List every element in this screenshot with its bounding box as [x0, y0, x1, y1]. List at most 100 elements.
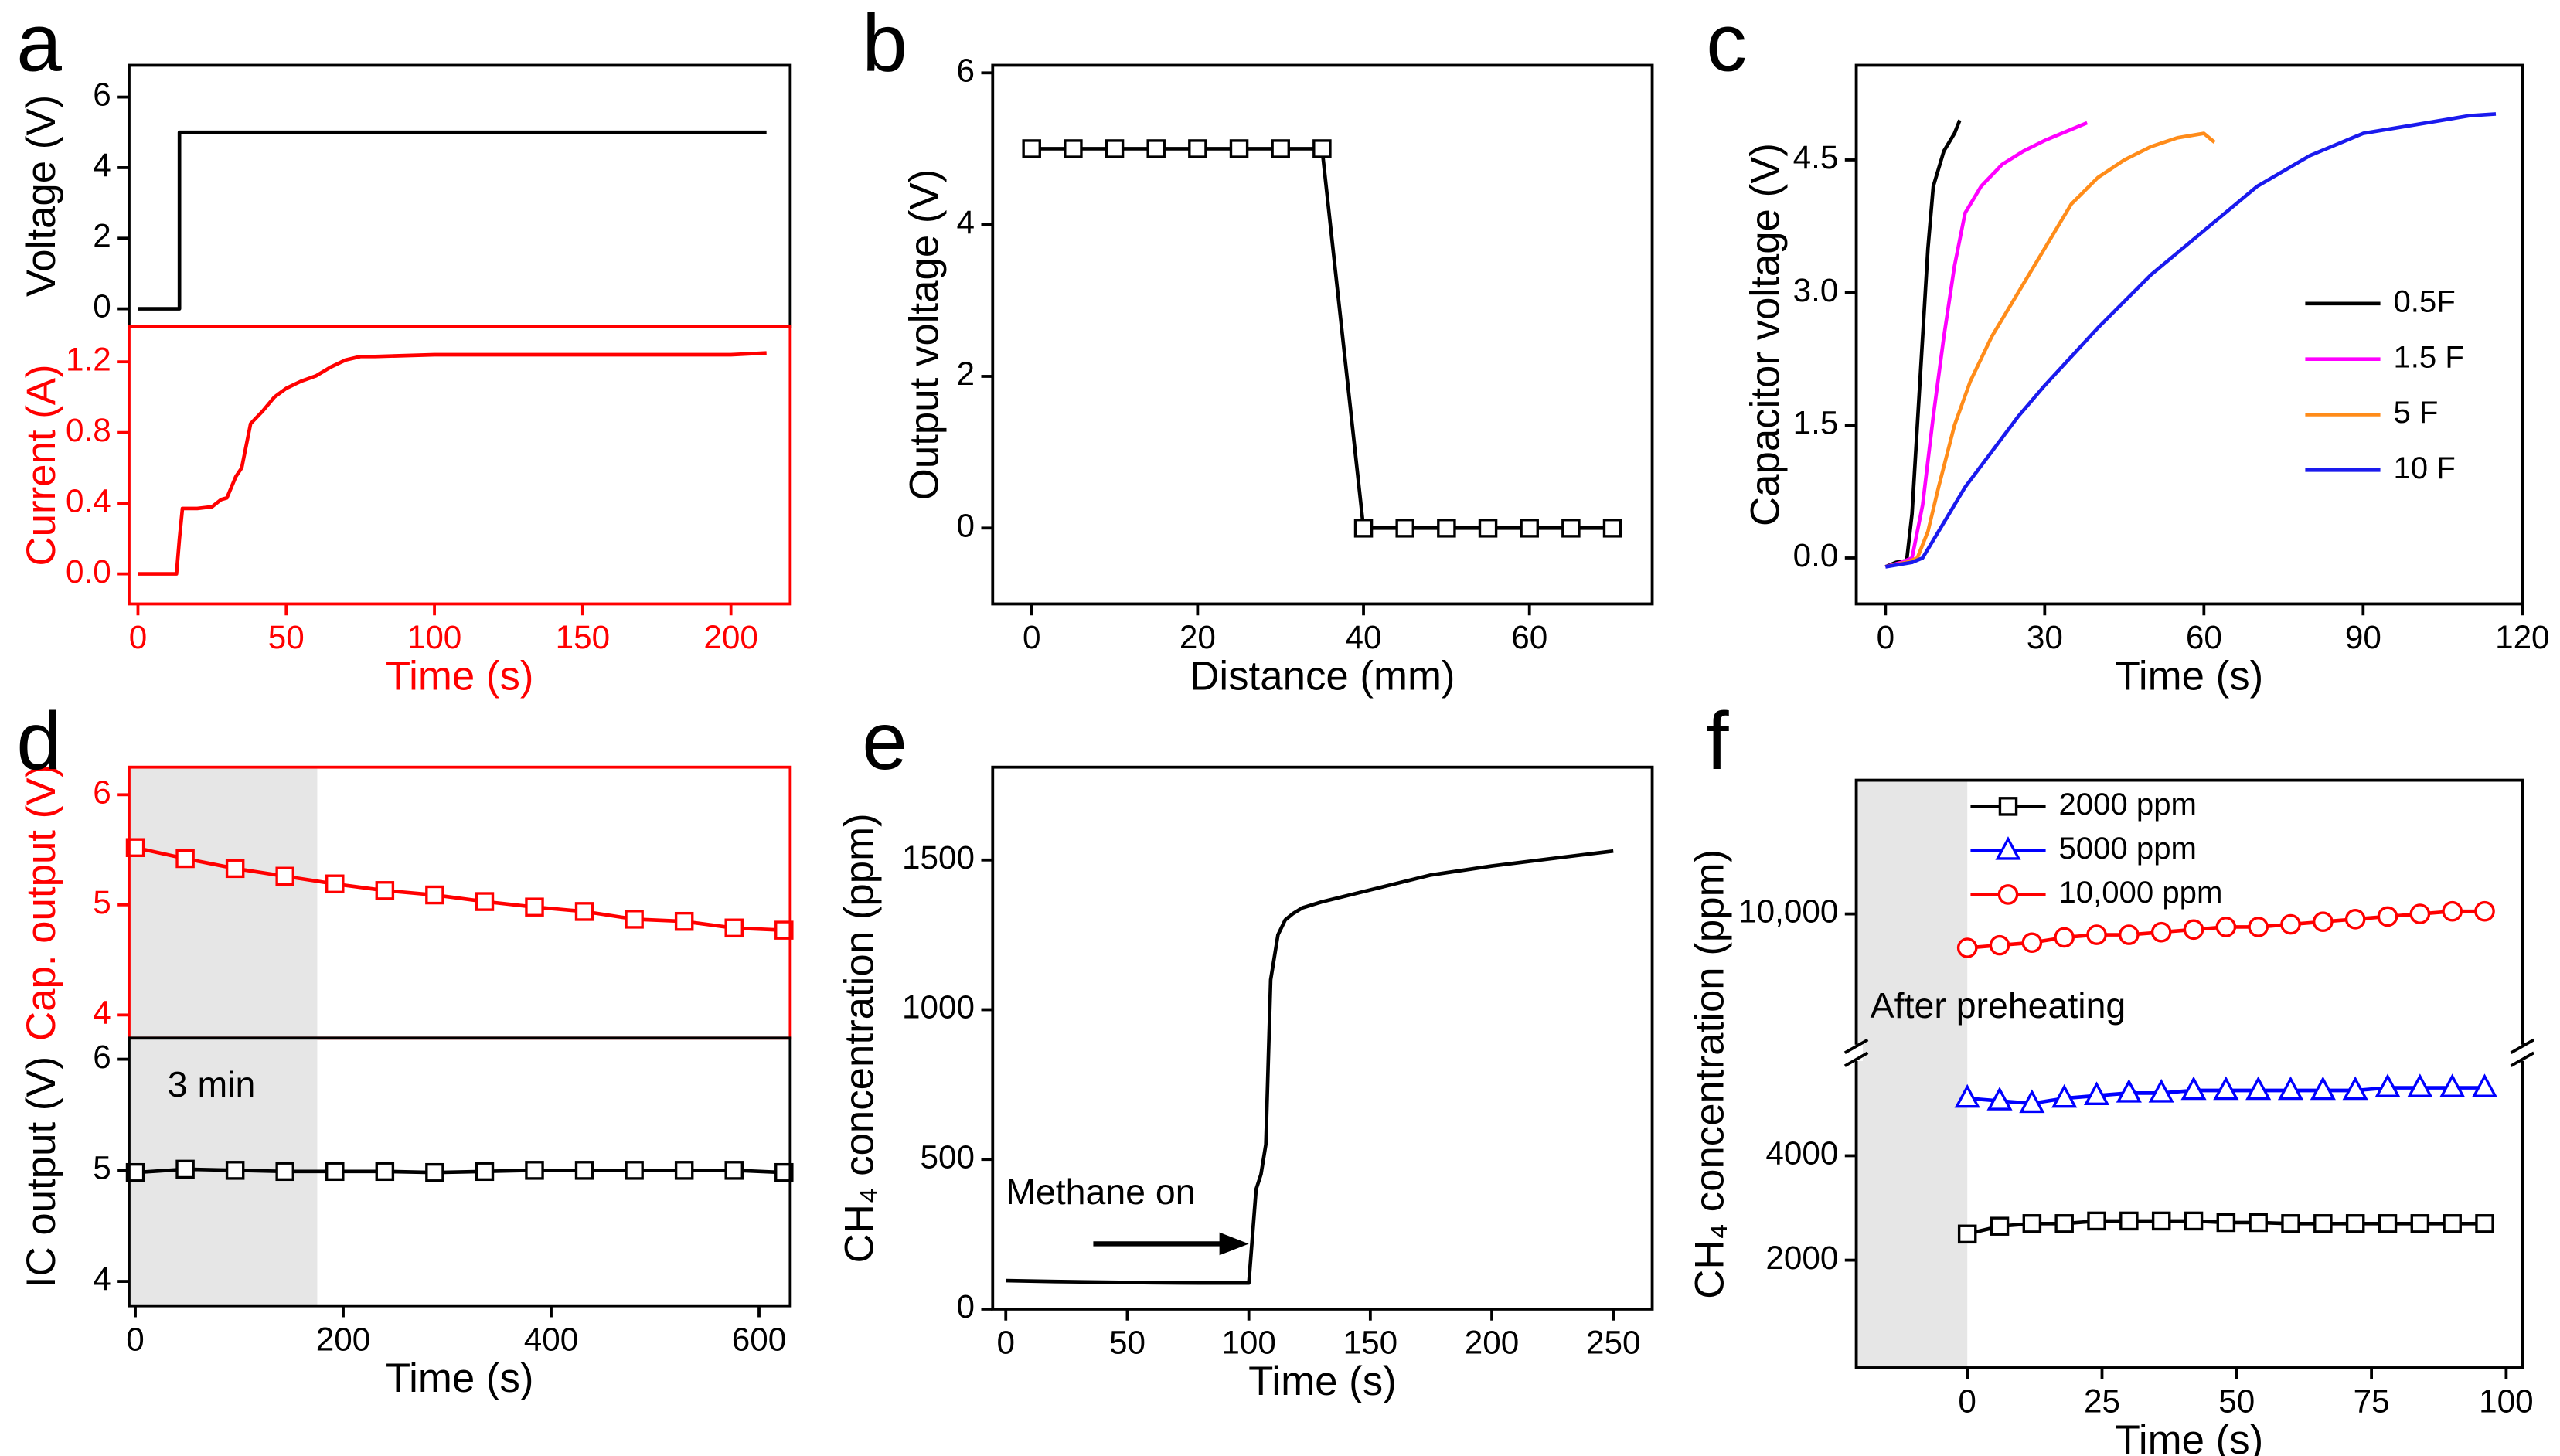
data-point [2151, 1211, 2171, 1231]
x-tick-label: 100 [2479, 1383, 2533, 1420]
series-line [138, 351, 767, 576]
data-point [2377, 906, 2398, 927]
x-tick-label: 0 [996, 1325, 1015, 1361]
data-point [2119, 1211, 2139, 1231]
data-point [125, 838, 145, 857]
data-point [175, 849, 195, 869]
y-tick-label: 4.5 [1793, 139, 1839, 175]
x-axis-label: Time (s) [2116, 1417, 2264, 1456]
data-point [275, 1162, 294, 1182]
annotation: 3 min [168, 1064, 256, 1104]
y-axis-label: IC output (V) [19, 1056, 64, 1288]
x-tick-label: 30 [2027, 619, 2063, 655]
x-tick-label: 600 [732, 1321, 786, 1357]
panel-label: f [1706, 696, 1729, 787]
data-point [774, 920, 794, 940]
y-tick-label: 5 [93, 1149, 111, 1186]
x-tick-label: 250 [1586, 1325, 1640, 1361]
y-tick-label: 0 [93, 288, 111, 325]
data-point [674, 1161, 694, 1180]
y-tick-label: 0 [957, 507, 975, 543]
x-tick-label: 0 [1958, 1383, 1976, 1420]
y-tick-label: 500 [921, 1138, 975, 1175]
data-point [2213, 1076, 2239, 1101]
x-tick-label: 200 [1465, 1325, 1519, 1361]
data-point [2248, 917, 2269, 937]
axis-break-mark [2510, 1038, 2535, 1054]
panel-label: c [1706, 0, 1747, 88]
data-point [2022, 1214, 2042, 1233]
data-point [2313, 911, 2334, 933]
y-axis-label: Current (A) [19, 364, 64, 566]
data-point [1064, 139, 1083, 158]
x-tick-label: 50 [1109, 1325, 1146, 1361]
data-point [1353, 519, 1374, 538]
data-point [2119, 924, 2140, 945]
data-point [2439, 1073, 2466, 1097]
y-axis-label: Output voltage (V) [902, 169, 948, 500]
data-point [2277, 1076, 2304, 1101]
x-tick-label: 40 [1346, 619, 1382, 655]
data-point [1437, 519, 1456, 538]
data-point [774, 1162, 794, 1182]
x-tick-label: 60 [2186, 619, 2222, 655]
shaded-region [128, 767, 318, 1039]
data-point [1395, 519, 1414, 538]
y-tick-label: 2 [957, 355, 975, 392]
axis-break-mark [1843, 1051, 1869, 1067]
panel-label: e [862, 696, 907, 787]
legend-label: 2000 ppm [2058, 787, 2196, 822]
data-point [1146, 139, 1166, 158]
panel-label: a [16, 0, 62, 88]
x-tick-label: 150 [556, 619, 610, 655]
x-tick-label: 25 [2084, 1383, 2120, 1420]
data-point [1520, 519, 1539, 538]
x-tick-label: 100 [407, 619, 461, 655]
data-point [1561, 519, 1581, 538]
y-tick-label: 1.2 [66, 341, 111, 377]
y-tick-label: 2000 [1765, 1240, 1838, 1276]
data-point [574, 1161, 594, 1180]
data-point [2216, 1213, 2236, 1233]
data-point [2021, 932, 2043, 954]
legend-label: 1.5 F [2393, 339, 2463, 374]
x-axis-label: Time (s) [386, 654, 534, 699]
data-point [1956, 937, 1978, 958]
data-point [2281, 1214, 2300, 1233]
x-tick-label: 400 [524, 1321, 578, 1357]
data-point [125, 1162, 145, 1182]
data-point [1105, 139, 1125, 158]
series-line [1884, 131, 2216, 569]
plot-frame [1854, 778, 2524, 1369]
data-point [2475, 1214, 2494, 1233]
legend-label: 10,000 ppm [2058, 875, 2222, 910]
panel-label: b [862, 0, 907, 88]
x-tick-label: 0 [1023, 619, 1041, 655]
data-point [2410, 1214, 2430, 1233]
x-tick-label: 50 [268, 619, 305, 655]
data-point [2180, 1076, 2207, 1101]
data-point [2280, 913, 2301, 935]
data-point [1602, 519, 1622, 538]
data-point [2245, 1076, 2272, 1101]
y-axis-label: CH₄ concentration (ppm) [836, 813, 882, 1263]
y-tick-label: 4 [93, 147, 111, 183]
data-point [2184, 1211, 2204, 1231]
data-point [2116, 1079, 2142, 1103]
plot-frame [128, 325, 792, 606]
data-point [225, 859, 245, 879]
shaded-region [1856, 780, 1968, 1368]
data-point [1312, 139, 1332, 158]
data-point [1022, 139, 1041, 158]
data-point [2342, 1076, 2368, 1101]
legend-label: 5 F [2393, 395, 2438, 430]
data-point [2344, 909, 2366, 930]
data-point [175, 1159, 195, 1179]
plot-frame [128, 1036, 792, 1308]
data-point [475, 1162, 495, 1182]
data-point [1990, 1216, 2010, 1236]
data-point [1229, 139, 1249, 158]
arrow-head [1219, 1232, 1249, 1256]
data-point [574, 902, 594, 921]
legend-marker [1998, 797, 2018, 816]
